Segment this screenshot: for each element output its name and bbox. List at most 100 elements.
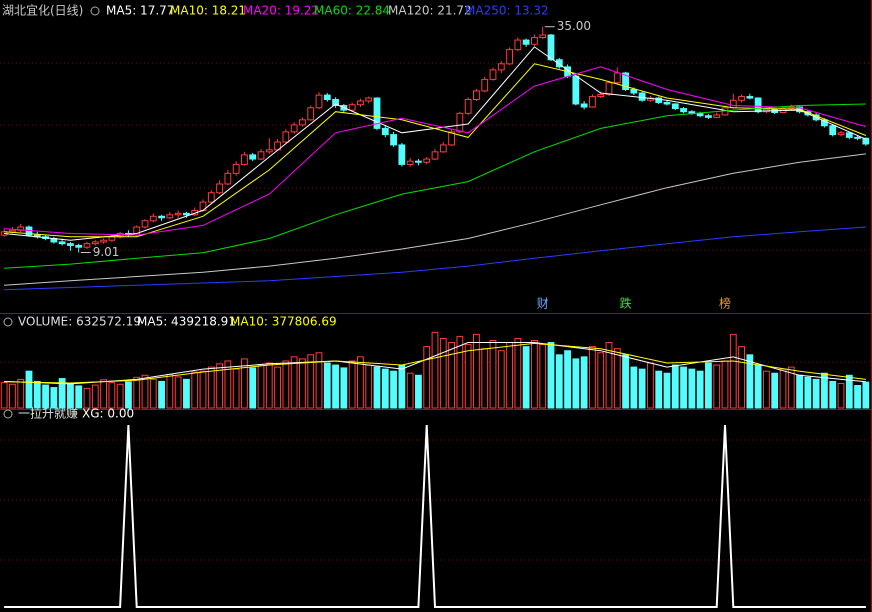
volume-bar [365, 364, 373, 409]
candle-body [307, 107, 315, 121]
candle-body [522, 39, 530, 45]
volume-bar [771, 372, 779, 409]
candle-body [696, 112, 704, 117]
volume-bar [473, 333, 480, 409]
menu-icon[interactable] [90, 6, 100, 16]
candle-body [357, 100, 364, 106]
legend-entry: MA5: 17.77 [106, 4, 174, 18]
volume-bar [431, 331, 439, 409]
candle-body [108, 236, 116, 241]
volume-bar [862, 381, 870, 409]
volume-bar [307, 354, 315, 409]
volume-bar [125, 381, 132, 409]
candle-body [506, 49, 513, 65]
candle-body [282, 131, 290, 143]
candle-body [680, 108, 687, 113]
candle-body [754, 97, 762, 113]
candle-body [348, 104, 356, 111]
volume-bar [9, 383, 16, 409]
candle-body [854, 136, 861, 139]
volume-bar [779, 368, 787, 409]
line-series [4, 153, 866, 286]
candle-body [456, 112, 464, 133]
volume-bar [630, 366, 638, 409]
volume-bar [713, 364, 721, 409]
volume-bar [100, 379, 107, 409]
volume-bar [50, 387, 58, 409]
volume-bar [671, 364, 679, 409]
volume-bar [522, 346, 530, 409]
candle-body [390, 134, 397, 146]
candle-body [158, 215, 165, 219]
candle-body [183, 212, 190, 216]
candle-body [829, 125, 837, 136]
volume-bar [133, 376, 141, 409]
volume-bar [605, 342, 613, 409]
menu-icon[interactable] [3, 409, 13, 419]
candle-body [729, 99, 737, 109]
candle-body [381, 127, 389, 136]
candle-body [174, 212, 182, 216]
legend-entry: MA60: 22.84 [314, 4, 390, 18]
candle-body [671, 103, 679, 110]
candle-body [207, 192, 215, 203]
volume-bar [207, 366, 215, 409]
candle-body [332, 98, 339, 106]
volume-bar [282, 360, 290, 409]
volume-bar [721, 360, 729, 409]
candle-body [58, 241, 66, 245]
volume-bar [680, 366, 687, 409]
volume-bar [804, 376, 812, 409]
legend-entry: MA250: 13.32 [465, 4, 549, 18]
annotation: 35.00 [557, 19, 591, 33]
line-series [4, 103, 866, 269]
volume-bar [191, 371, 199, 409]
line-series [4, 342, 866, 384]
volume-bar [315, 352, 323, 409]
volume-bar [729, 333, 737, 409]
line-series [4, 226, 866, 291]
candle-body [398, 144, 406, 165]
volume-bar [25, 370, 33, 409]
legend-entry: MA10: 377806.69 [230, 315, 337, 329]
volume-bar [812, 378, 820, 409]
volume-bar [265, 362, 273, 409]
candle-body [257, 151, 265, 160]
volume-bar [199, 370, 207, 409]
volume-bar [821, 372, 828, 409]
volume-bar [390, 370, 397, 409]
candle-body [423, 158, 431, 163]
volume-bar [299, 358, 306, 409]
candle-body [464, 98, 472, 114]
legend-entry: MA20: 19.22 [243, 4, 319, 18]
candle-body [862, 137, 870, 145]
volume-bar [216, 363, 223, 409]
volume-bar [0, 382, 8, 409]
volume-bar [514, 337, 522, 409]
candle-body [845, 132, 853, 138]
candle-body [489, 69, 497, 80]
volume-bar [67, 382, 74, 409]
candle-body [738, 96, 745, 101]
volume-bar [688, 368, 696, 409]
candle-body [713, 114, 721, 118]
volume-bar [555, 354, 563, 409]
volume-bar [158, 380, 165, 409]
candle-body [323, 94, 331, 100]
event-marker: 榜 [719, 296, 731, 311]
event-marker: 财 [537, 297, 549, 311]
menu-icon[interactable] [3, 317, 13, 327]
volume-bar [348, 360, 356, 409]
line-series [4, 342, 866, 385]
volume-bar [174, 376, 182, 409]
volume-bar [166, 373, 174, 409]
candle-body [9, 229, 16, 233]
volume-bar [357, 356, 364, 409]
candle-body [406, 160, 414, 165]
volume-bar [33, 380, 41, 409]
volume-bar [116, 383, 124, 409]
volume-bar [373, 366, 381, 409]
